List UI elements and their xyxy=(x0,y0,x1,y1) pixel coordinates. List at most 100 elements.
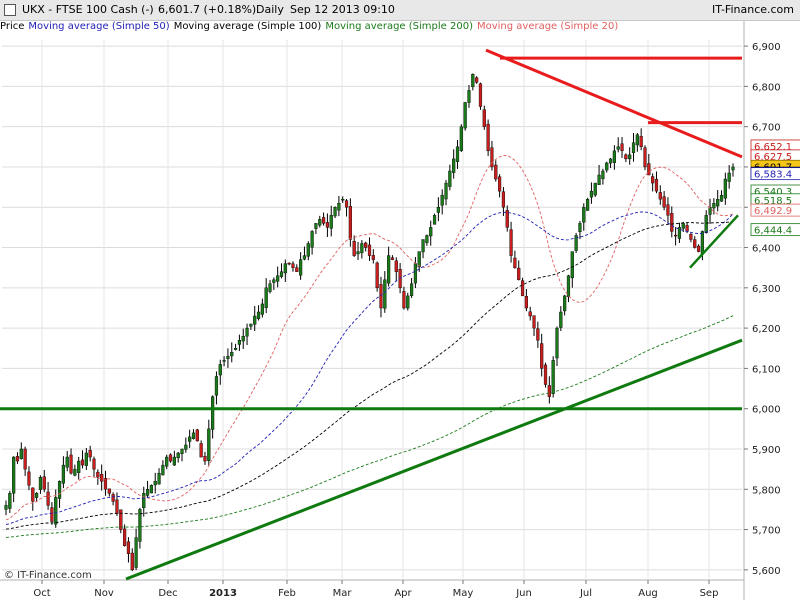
candle-body xyxy=(42,476,46,490)
candle-body xyxy=(31,487,35,502)
candle-body xyxy=(168,454,173,462)
candle-body xyxy=(142,493,146,509)
candle-body xyxy=(444,182,448,200)
falling-resistance-line xyxy=(485,48,743,159)
candle-body xyxy=(103,478,108,490)
candle-body xyxy=(693,239,697,248)
candle-body xyxy=(528,311,532,317)
candle-body xyxy=(253,315,257,325)
candle-body xyxy=(681,223,685,229)
candle-body xyxy=(310,231,314,248)
price-label: 6,444.4 xyxy=(754,226,792,237)
candle-body xyxy=(494,164,498,180)
candle-body xyxy=(505,210,509,228)
candle-body xyxy=(417,251,421,268)
candle-body xyxy=(689,234,693,240)
candle-body xyxy=(635,134,639,146)
candle-body xyxy=(226,356,230,359)
x-tick-label: May xyxy=(453,588,474,599)
y-tick-label: 5,900 xyxy=(752,445,781,456)
candle-body xyxy=(631,142,636,153)
legend-ma50[interactable]: Moving average (Simple 50) xyxy=(28,21,170,32)
candle-body xyxy=(172,456,176,466)
candle-body xyxy=(612,150,616,163)
candle-body xyxy=(321,217,326,224)
y-tick-label: 6,200 xyxy=(752,324,781,335)
x-tick-label: Aug xyxy=(638,588,658,599)
candle-body xyxy=(188,436,192,442)
candle-body xyxy=(716,198,720,207)
legend-ma20[interactable]: Moving average (Simple 20) xyxy=(476,21,619,32)
short-trendline xyxy=(689,214,739,269)
candle-body xyxy=(360,243,364,254)
candle-body xyxy=(291,263,295,268)
candle-body xyxy=(249,323,253,327)
candle-body xyxy=(685,225,689,232)
ma50-line xyxy=(5,211,734,525)
candle-body xyxy=(27,471,31,486)
candle-body xyxy=(341,198,345,201)
candle-body xyxy=(379,284,383,309)
x-tick-label: Apr xyxy=(394,588,412,599)
candle-body xyxy=(364,242,368,248)
candle-body xyxy=(586,198,590,211)
candle-body xyxy=(432,215,437,225)
candle-body xyxy=(563,295,567,312)
candle-body xyxy=(325,222,330,228)
price-label: 6,583.4 xyxy=(754,170,792,181)
candle-body xyxy=(394,260,398,272)
candle-body xyxy=(643,147,647,168)
candle-body xyxy=(459,126,463,151)
candle-body xyxy=(4,505,8,510)
candle-body xyxy=(367,244,372,256)
candle-body xyxy=(601,170,605,180)
candle-body xyxy=(214,376,219,396)
y-tick-label: 6,900 xyxy=(752,42,781,53)
y-tick-label: 5,700 xyxy=(752,526,781,537)
candle-body xyxy=(88,450,92,458)
candle-body xyxy=(429,227,433,237)
watermark: © IT-Finance.com xyxy=(4,570,92,581)
candle-body xyxy=(654,178,659,192)
candle-body xyxy=(23,448,27,470)
candle-body xyxy=(555,327,559,359)
candle-body xyxy=(54,497,58,525)
candle-body xyxy=(436,207,440,213)
candle-body xyxy=(256,311,261,320)
candle-body xyxy=(279,271,284,277)
candle-body xyxy=(180,448,184,454)
y-tick-label: 6,700 xyxy=(752,123,781,134)
candle-body xyxy=(578,223,582,233)
candle-body xyxy=(597,174,601,185)
candle-body xyxy=(409,283,414,296)
rising-trendline xyxy=(125,338,743,581)
chart-menu-icon[interactable] xyxy=(4,4,16,16)
candle-body xyxy=(448,170,452,187)
candle-body xyxy=(455,146,460,162)
candle-body xyxy=(570,251,574,279)
y-tick-label: 6,400 xyxy=(752,244,781,255)
candle-body xyxy=(677,227,682,239)
candle-body xyxy=(509,229,513,256)
candle-body xyxy=(57,481,62,499)
candle-body xyxy=(628,154,632,160)
price-label: 6,627.5 xyxy=(754,152,792,163)
candle-body xyxy=(329,215,333,229)
candle-body xyxy=(486,123,490,152)
price-label: 6,518.5 xyxy=(754,196,792,207)
candle-body xyxy=(233,348,238,350)
candle-body xyxy=(157,472,161,485)
price-label-box xyxy=(750,167,800,181)
candle-body xyxy=(19,448,23,460)
candle-body xyxy=(402,291,406,309)
candle-body xyxy=(268,283,272,292)
legend-price[interactable]: Price xyxy=(0,21,25,32)
candle-body xyxy=(176,452,180,459)
legend-ma200[interactable]: Moving average (Simple 200) xyxy=(325,21,473,32)
candle-body xyxy=(119,509,123,530)
candle-body xyxy=(333,207,337,217)
legend-ma100[interactable]: Moving average (Simple 100) xyxy=(173,21,322,32)
x-tick-label: 2013 xyxy=(209,588,237,599)
candle-body xyxy=(700,231,704,255)
